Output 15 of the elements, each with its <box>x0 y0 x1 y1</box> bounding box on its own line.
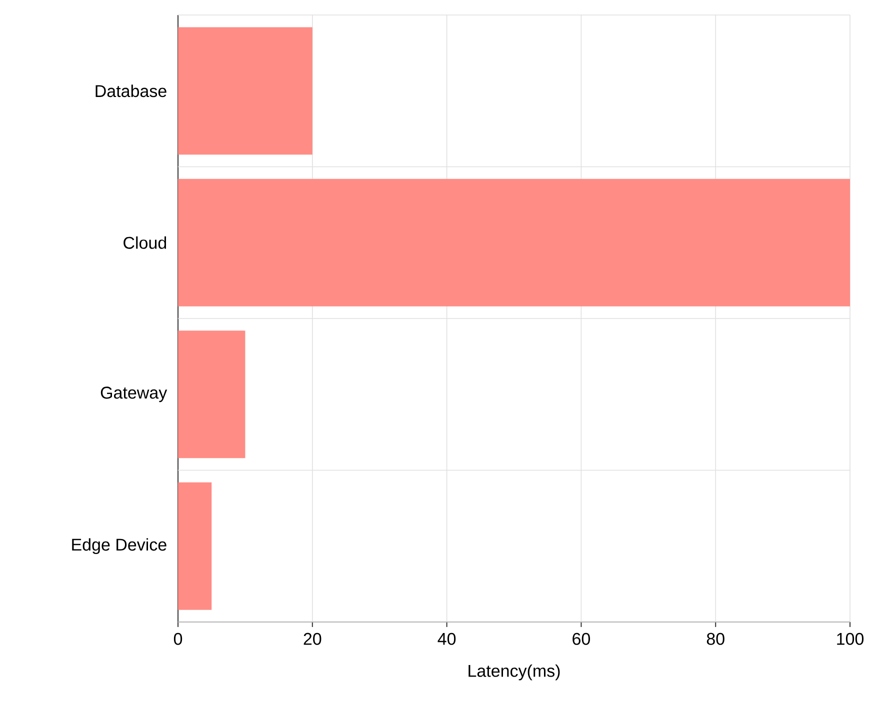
y-tick-label: Cloud <box>124 236 166 249</box>
x-tick-label: 80 <box>706 632 724 645</box>
y-tick-label: Gateway <box>100 386 168 402</box>
x-axis-title: Latency(ms) <box>468 664 560 680</box>
x-tick-label: 0 <box>174 632 182 645</box>
bar <box>178 482 212 610</box>
bar <box>178 178 850 306</box>
bar <box>178 27 312 155</box>
x-tick-label: 40 <box>438 632 456 645</box>
y-tick-label: Database <box>96 84 166 98</box>
x-tick-label: 20 <box>304 632 322 645</box>
y-tick-label: Edge Device <box>72 538 166 554</box>
x-tick-label: 100 <box>837 632 864 645</box>
bar <box>178 330 246 458</box>
x-tick-label: 60 <box>572 632 590 645</box>
